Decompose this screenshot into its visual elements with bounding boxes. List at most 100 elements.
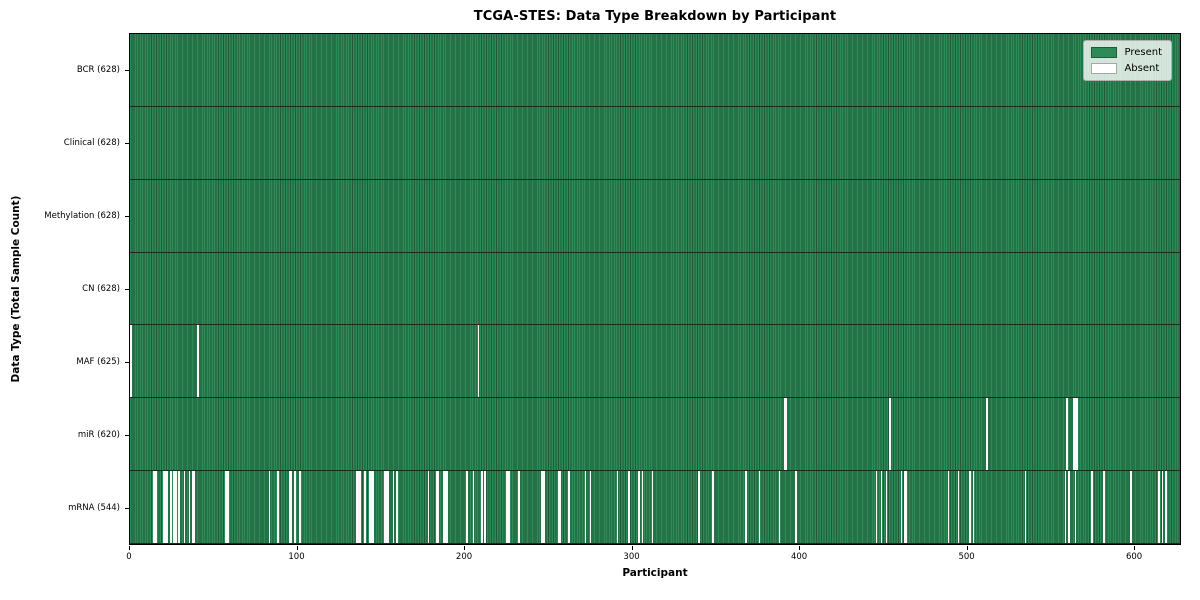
- absent-mark: [481, 471, 483, 544]
- absent-mark: [435, 471, 438, 544]
- legend-item-absent: Absent: [1091, 63, 1162, 74]
- absent-mark: [758, 471, 761, 544]
- absent-mark: [541, 471, 543, 544]
- absent-mark: [905, 471, 908, 544]
- xtick-label-0: 0: [126, 552, 132, 562]
- plot-area: Present Absent: [129, 33, 1181, 545]
- absent-mark: [364, 471, 366, 544]
- legend-swatch-present: [1091, 47, 1118, 58]
- absent-mark: [369, 471, 371, 544]
- absent-mark: [559, 471, 562, 544]
- absent-mark: [370, 471, 373, 544]
- ytick-label-maf: MAF (625): [76, 357, 120, 368]
- absent-mark: [900, 471, 903, 544]
- absent-mark: [178, 471, 181, 544]
- legend-swatch-absent: [1091, 63, 1118, 74]
- absent-mark: [1024, 471, 1027, 544]
- absent-mark: [385, 471, 388, 544]
- ytick-label-clinical: Clinical (628): [63, 137, 120, 148]
- absent-mark: [437, 471, 440, 544]
- absent-mark: [372, 471, 375, 544]
- absent-mark: [711, 471, 714, 544]
- absent-mark: [175, 471, 177, 544]
- absent-mark: [589, 471, 592, 544]
- absent-mark: [969, 471, 971, 544]
- xtick-label-400: 400: [790, 552, 808, 562]
- absent-mark: [288, 471, 291, 544]
- legend-label: Absent: [1124, 63, 1160, 74]
- xtick-label-100: 100: [288, 552, 305, 562]
- absent-mark: [616, 471, 619, 544]
- absent-mark: [395, 471, 398, 544]
- absent-mark: [568, 471, 570, 544]
- absent-mark: [298, 471, 301, 544]
- absent-mark: [477, 325, 480, 398]
- absent-mark: [1067, 471, 1070, 544]
- absent-mark: [226, 471, 229, 544]
- absent-mark: [359, 471, 361, 544]
- absent-mark: [957, 471, 960, 544]
- absent-mark: [472, 471, 475, 544]
- absent-mark: [1066, 398, 1068, 471]
- row-clinical: [130, 106, 1180, 180]
- absent-mark: [1074, 398, 1077, 471]
- absent-mark: [165, 471, 167, 544]
- ytick-mark: [125, 69, 129, 71]
- absent-mark: [795, 471, 798, 544]
- absent-mark: [558, 471, 560, 544]
- xtick-mark: [464, 546, 466, 550]
- absent-mark: [170, 471, 172, 544]
- row-bcr: [130, 34, 1180, 107]
- absent-mark: [225, 471, 227, 544]
- xtick-mark: [966, 546, 968, 550]
- absent-mark: [277, 471, 279, 544]
- legend-label: Present: [1124, 47, 1162, 58]
- legend-item-present: Present: [1091, 47, 1162, 58]
- absent-mark: [1161, 471, 1164, 544]
- absent-mark: [641, 471, 644, 544]
- xtick-mark: [799, 546, 801, 550]
- absent-mark: [584, 471, 587, 544]
- absent-mark: [183, 471, 186, 544]
- absent-mark: [947, 471, 950, 544]
- absent-mark: [875, 471, 878, 544]
- absent-mark: [1091, 471, 1094, 544]
- row-maf: [130, 325, 1180, 399]
- absent-mark: [1064, 471, 1067, 544]
- absent-mark: [173, 471, 176, 544]
- row-mrna: [130, 471, 1180, 545]
- absent-mark: [155, 471, 157, 544]
- absent-mark: [1076, 398, 1078, 471]
- absent-mark: [698, 471, 701, 544]
- absent-mark: [387, 471, 390, 544]
- absent-mark: [196, 325, 199, 398]
- absent-mark: [268, 471, 271, 544]
- ytick-label-mir: miR (620): [77, 430, 120, 441]
- absent-mark: [357, 471, 360, 544]
- absent-mark: [293, 471, 296, 544]
- xtick-mark: [1134, 546, 1136, 550]
- absent-mark: [880, 471, 883, 544]
- absent-mark: [1129, 471, 1132, 544]
- absent-mark: [1074, 471, 1077, 544]
- absent-mark: [188, 471, 191, 544]
- absent-mark: [904, 471, 906, 544]
- absent-mark: [484, 471, 487, 544]
- ytick-mark: [125, 362, 129, 364]
- absent-mark: [1164, 471, 1167, 544]
- ytick-label-methylation: Methylation (628): [44, 210, 120, 221]
- ytick-mark: [125, 142, 129, 144]
- absent-mark: [1103, 471, 1105, 544]
- absent-mark: [783, 398, 786, 471]
- absent-mark: [163, 471, 166, 544]
- absent-mark: [466, 471, 468, 544]
- xtick-mark: [296, 546, 298, 550]
- ytick-label-cn: CN (628): [82, 284, 120, 294]
- row-mir: [130, 398, 1180, 472]
- absent-mark: [166, 471, 169, 544]
- absent-mark: [972, 471, 975, 544]
- absent-mark: [628, 471, 630, 544]
- ytick-mark: [125, 215, 129, 217]
- absent-mark: [427, 471, 430, 544]
- absent-mark: [785, 398, 788, 471]
